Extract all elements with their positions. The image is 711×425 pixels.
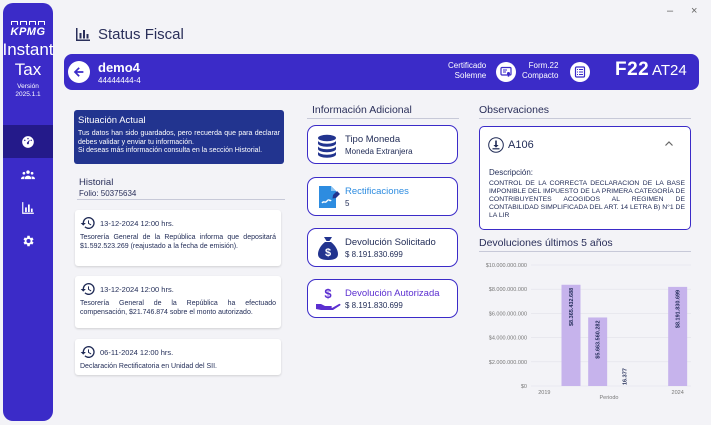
observacion-card: A106 Descripción: CONTROL DE LA CORRECTA… <box>479 126 691 230</box>
certificado-label: Certificado Solemne <box>448 61 487 80</box>
chart-xlabel: Periodo <box>600 395 619 401</box>
info-adicional-title: Información Adicional <box>312 104 412 116</box>
history-icon <box>80 282 95 295</box>
observacion-desc: CONTROL DE LA CORRECTA DECLARACION DE LA… <box>489 180 685 219</box>
company-name: demo4 <box>98 60 140 75</box>
situacion-title: Situación Actual <box>78 115 146 126</box>
sidebar: KPMG Instant Tax Versión 2025.1.1 <box>2 3 54 421</box>
info-card-value: $ 8.191.830.699 <box>345 250 403 259</box>
minimize-button[interactable]: – <box>667 5 674 17</box>
gear-icon <box>23 235 34 246</box>
divider <box>77 199 285 200</box>
historial-date: 06-11-2024 12:00 hrs. <box>100 347 174 357</box>
company-rut: 44444444-4 <box>98 76 141 85</box>
tax-year: AT24 <box>652 62 687 79</box>
coins-icon <box>318 134 336 158</box>
nav-item-settings[interactable] <box>3 224 53 257</box>
info-card-rectificaciones[interactable]: Rectificaciones 5 <box>307 177 458 216</box>
history-icon <box>80 216 95 229</box>
historial-title: Historial <box>79 177 114 188</box>
info-card-value: 5 <box>345 199 350 208</box>
chart-bar <box>668 286 688 386</box>
svg-text:$: $ <box>324 286 332 301</box>
situacion-actual-box: Situación Actual Tus datos han sido guar… <box>74 110 284 164</box>
kpmg-logo: KPMG <box>11 19 46 38</box>
divider <box>307 118 459 119</box>
chart-data-label: $5.663.560.282 <box>596 320 602 358</box>
chart-x-tick: 2019 <box>538 390 550 396</box>
chart-y-tick: $0 <box>521 384 527 390</box>
historial-item: 06-11-2024 12:00 hrs. Declaración Rectif… <box>75 339 281 375</box>
page-title: Status Fiscal <box>98 26 184 43</box>
situacion-text: Tus datos han sido guardados, pero recue… <box>78 130 280 146</box>
nav-item-reports[interactable] <box>3 191 53 224</box>
observacion-desc-label: Descripción: <box>489 168 534 177</box>
historial-item: 13-12-2024 12:00 hrs. Tesorería General … <box>75 210 281 266</box>
chart-y-tick: $2.000.000.000 <box>489 360 527 366</box>
historial-text: Tesorería General de la República inform… <box>80 234 276 250</box>
download-icon <box>488 137 504 153</box>
chart-icon <box>22 201 34 214</box>
divider <box>479 118 691 119</box>
certificate-icon <box>500 66 512 77</box>
form22-label: Form.22 Compacto <box>522 61 559 80</box>
bar-chart-icon <box>76 28 90 41</box>
chart-x-tick: 2024 <box>672 390 684 396</box>
observaciones-title: Observaciones <box>479 104 550 116</box>
svg-text:$: $ <box>325 247 331 259</box>
sidebar-nav <box>3 125 53 257</box>
situacion-text-2: Si deseas más información consulta en la… <box>78 147 263 154</box>
info-card-label: Devolución Solicitado <box>345 237 436 248</box>
edit-document-icon <box>319 186 340 208</box>
form-code: F22 <box>615 59 650 80</box>
divider <box>479 251 691 252</box>
observacion-header[interactable]: A106 <box>488 137 534 153</box>
app-version: Versión 2025.1.1 <box>15 83 41 98</box>
chart-y-tick: $8.000.000.000 <box>489 287 527 293</box>
info-card-label: Devolución Autorizada <box>345 288 440 299</box>
chart-bar <box>561 284 581 386</box>
chart-y-tick: $6.000.000.000 <box>489 311 527 317</box>
chart-data-label: $8.191.830.699 <box>676 290 682 328</box>
chart-y-tick: $4.000.000.000 <box>489 336 527 342</box>
historial-text: Declaración Rectificatoria en Unidad del… <box>80 363 217 370</box>
form22-button[interactable] <box>570 62 590 82</box>
devoluciones-chart: $0 $2.000.000.000 $4.000.000.000 $6.000.000… <box>486 263 691 401</box>
money-bag-icon: $ <box>318 237 338 260</box>
historial-text: Tesorería General de la República ha efe… <box>80 300 276 316</box>
dashboard-icon <box>22 135 34 148</box>
list-document-icon <box>574 66 586 78</box>
hand-money-icon: $ <box>316 286 341 310</box>
back-button[interactable] <box>68 61 90 83</box>
chart-data-label: 16.377 <box>622 368 628 385</box>
chart-y-tick: $10.000.000.000 <box>486 263 527 269</box>
observacion-code: A106 <box>508 139 534 151</box>
chart-bar <box>588 317 608 386</box>
company-header: demo4 44444444-4 Certificado Solemne For… <box>64 54 699 90</box>
historial-date: 13-12-2024 12:00 hrs. <box>100 218 174 228</box>
app-name: Instant Tax <box>2 40 54 79</box>
info-card-value: Moneda Extranjera <box>345 147 413 156</box>
info-card-label: Rectificaciones <box>345 186 409 197</box>
users-icon <box>21 169 35 179</box>
close-button[interactable]: × <box>691 5 698 17</box>
info-card-moneda[interactable]: Tipo Moneda Moneda Extranjera <box>307 125 458 164</box>
nav-item-dashboard[interactable] <box>3 125 53 158</box>
history-icon <box>80 345 95 358</box>
historial-date: 13-12-2024 12:00 hrs. <box>100 284 174 294</box>
info-card-devolucion-autorizada[interactable]: $ Devolución Autorizada $ 8.191.830.699 <box>307 279 458 318</box>
devoluciones-title: Devoluciones últimos 5 años <box>479 237 613 249</box>
page-title-row: Status Fiscal <box>76 26 184 43</box>
historial-folio: Folio: 50375634 <box>79 189 137 198</box>
info-card-value: $ 8.191.830.699 <box>345 301 403 310</box>
info-card-devolucion-solicitado[interactable]: $ Devolución Solicitado $ 8.191.830.699 <box>307 228 458 267</box>
nav-item-users[interactable] <box>3 158 53 191</box>
certificado-button[interactable] <box>496 62 516 82</box>
historial-item: 13-12-2024 12:00 hrs. Tesorería General … <box>75 276 281 328</box>
arrow-left-icon <box>73 67 84 77</box>
chevron-up-icon[interactable] <box>664 139 674 149</box>
company-info: demo4 44444444-4 <box>98 60 141 85</box>
chart-data-label: $8.365.432.688 <box>569 288 575 326</box>
info-card-label: Tipo Moneda <box>345 134 401 145</box>
